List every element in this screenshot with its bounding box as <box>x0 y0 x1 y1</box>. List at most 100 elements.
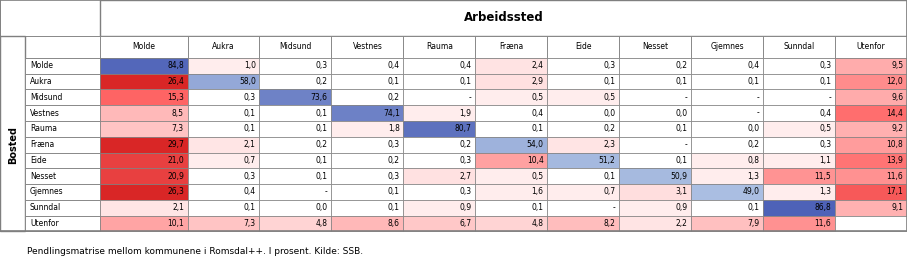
Text: 0,4: 0,4 <box>532 109 543 118</box>
Bar <box>188 89 259 105</box>
Bar <box>763 58 835 74</box>
Bar <box>25 153 100 168</box>
Text: 26,3: 26,3 <box>167 188 184 196</box>
Bar <box>259 153 331 168</box>
Bar <box>188 200 259 216</box>
Text: 0,1: 0,1 <box>388 188 400 196</box>
Text: -: - <box>829 93 832 102</box>
Text: 0,4: 0,4 <box>460 61 472 70</box>
Text: 2,4: 2,4 <box>532 61 543 70</box>
Text: Gjemnes: Gjemnes <box>30 188 63 196</box>
Text: 0,7: 0,7 <box>244 156 256 165</box>
Text: Eide: Eide <box>575 42 591 51</box>
Bar <box>404 36 475 58</box>
Text: 7,9: 7,9 <box>747 219 759 228</box>
Bar <box>188 36 259 58</box>
Text: 1,9: 1,9 <box>460 109 472 118</box>
Bar <box>25 58 100 74</box>
Bar <box>25 168 100 184</box>
Text: 49,0: 49,0 <box>743 188 759 196</box>
Bar <box>547 184 619 200</box>
Text: 1,1: 1,1 <box>820 156 832 165</box>
Bar <box>691 121 763 137</box>
Text: Utenfor: Utenfor <box>30 219 59 228</box>
Bar <box>763 137 835 153</box>
Text: 26,4: 26,4 <box>167 77 184 86</box>
Text: 0,2: 0,2 <box>388 93 400 102</box>
Bar <box>100 200 188 216</box>
Bar <box>475 153 547 168</box>
Bar <box>259 216 331 231</box>
Bar <box>547 153 619 168</box>
Bar <box>259 184 331 200</box>
Text: 0,3: 0,3 <box>460 156 472 165</box>
Text: Midsund: Midsund <box>30 93 63 102</box>
Text: 0,0: 0,0 <box>747 124 759 133</box>
Bar <box>763 89 835 105</box>
Bar <box>835 216 907 231</box>
Text: -: - <box>469 93 472 102</box>
Text: 0,0: 0,0 <box>676 109 688 118</box>
Bar <box>619 105 691 121</box>
Text: 7,3: 7,3 <box>244 219 256 228</box>
Text: 0,1: 0,1 <box>676 77 688 86</box>
Bar <box>331 58 404 74</box>
Text: 8,6: 8,6 <box>388 219 400 228</box>
Bar <box>475 121 547 137</box>
Text: 11,6: 11,6 <box>887 172 903 181</box>
Text: 12,0: 12,0 <box>887 77 903 86</box>
Text: 0,2: 0,2 <box>460 140 472 149</box>
Bar <box>619 36 691 58</box>
Bar <box>25 216 100 231</box>
Text: 29,7: 29,7 <box>167 140 184 149</box>
Text: Aukra: Aukra <box>30 77 53 86</box>
Text: 0,1: 0,1 <box>316 109 327 118</box>
Text: 8,2: 8,2 <box>604 219 616 228</box>
Bar <box>835 184 907 200</box>
Text: 14,4: 14,4 <box>886 109 903 118</box>
Bar <box>331 168 404 184</box>
Bar <box>763 121 835 137</box>
Text: Vestnes: Vestnes <box>30 109 60 118</box>
Text: 0,1: 0,1 <box>676 156 688 165</box>
Text: 10,1: 10,1 <box>167 219 184 228</box>
Bar <box>835 121 907 137</box>
Text: 0,3: 0,3 <box>244 172 256 181</box>
Bar <box>691 200 763 216</box>
Text: 0,1: 0,1 <box>316 156 327 165</box>
Text: Eide: Eide <box>30 156 46 165</box>
Text: Fræna: Fræna <box>30 140 54 149</box>
Text: 1,3: 1,3 <box>819 188 832 196</box>
Bar <box>475 184 547 200</box>
Text: 0,2: 0,2 <box>676 61 688 70</box>
Bar <box>547 58 619 74</box>
Bar <box>475 58 547 74</box>
Bar <box>404 184 475 200</box>
Text: 0,4: 0,4 <box>244 188 256 196</box>
Bar <box>331 36 404 58</box>
Bar <box>835 89 907 105</box>
Bar <box>331 216 404 231</box>
Text: 0,1: 0,1 <box>316 172 327 181</box>
Text: 20,9: 20,9 <box>167 172 184 181</box>
Bar <box>763 153 835 168</box>
Text: 0,9: 0,9 <box>460 203 472 212</box>
Text: 86,8: 86,8 <box>814 203 832 212</box>
Bar <box>547 168 619 184</box>
Text: 0,3: 0,3 <box>244 93 256 102</box>
Text: 0,4: 0,4 <box>387 61 400 70</box>
Text: 0,3: 0,3 <box>316 61 327 70</box>
Bar <box>404 216 475 231</box>
Text: 0,2: 0,2 <box>603 124 616 133</box>
Text: Bosted: Bosted <box>7 126 18 164</box>
Bar <box>835 137 907 153</box>
Text: Nesset: Nesset <box>30 172 56 181</box>
Bar <box>188 168 259 184</box>
Text: 7,3: 7,3 <box>171 124 184 133</box>
Bar <box>259 89 331 105</box>
Text: Vestnes: Vestnes <box>353 42 383 51</box>
Bar <box>547 36 619 58</box>
Text: 0,1: 0,1 <box>532 203 543 212</box>
Bar <box>188 105 259 121</box>
Text: 2,2: 2,2 <box>676 219 688 228</box>
